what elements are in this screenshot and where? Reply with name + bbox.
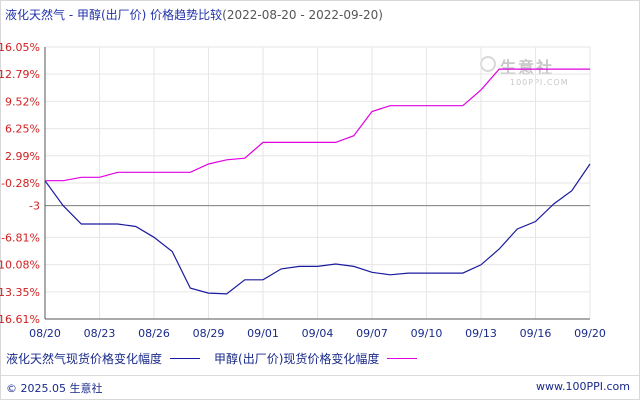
y-tick-label: -0.28% — [1, 177, 40, 190]
x-tick-label: 08/20 — [29, 327, 61, 340]
x-tick-label: 09/04 — [302, 327, 334, 340]
x-tick-label: 09/16 — [520, 327, 552, 340]
x-tick-label: 08/29 — [193, 327, 225, 340]
chart-title-range: (2022-08-20 - 2022-09-20) — [222, 8, 383, 22]
x-tick-label: 09/13 — [465, 327, 497, 340]
footer-link[interactable]: www.100PPI.com — [536, 380, 630, 393]
series-line-lng — [44, 163, 591, 295]
x-tick-label: 09/20 — [574, 327, 606, 340]
y-tick-label: -16.61% — [0, 313, 40, 326]
y-tick-label: -13.35% — [0, 286, 40, 299]
x-tick-label: 08/23 — [84, 327, 116, 340]
legend-label-lng: 液化天然气现货价格变化幅度 — [6, 352, 163, 366]
legend: 液化天然气现货价格变化幅度 甲醇(出厂价)现货价格变化幅度 — [6, 350, 431, 367]
y-tick-label: 6.25% — [5, 123, 40, 136]
footer-divider — [1, 375, 639, 376]
y-tick-label: -3 — [29, 200, 40, 213]
y-tick-label: 12.79% — [0, 68, 40, 81]
y-tick-label: 2.99% — [5, 150, 40, 163]
x-tick-label: 09/01 — [247, 327, 279, 340]
watermark-main: 生意社 — [500, 58, 555, 77]
legend-label-methanol: 甲醇(出厂价)现货价格变化幅度 — [214, 352, 380, 366]
watermark-sub: 100PPI.COM — [510, 78, 569, 87]
x-tick-label: 09/07 — [356, 327, 388, 340]
y-tick-label: 16.05% — [0, 41, 40, 54]
y-tick-label: -10.08% — [0, 259, 40, 272]
y-tick-label: 9.52% — [5, 95, 40, 108]
legend-swatch-methanol — [387, 358, 418, 359]
legend-swatch-lng — [170, 358, 201, 359]
legend-item-lng: 液化天然气现货价格变化幅度 — [6, 350, 201, 367]
series-line-methanol — [45, 68, 590, 182]
footer-copyright: © 2025.05 生意社 — [6, 382, 103, 395]
x-tick-label: 08/26 — [138, 327, 170, 340]
chart-title-main: 液化天然气 - 甲醇(出厂价) 价格趋势比较 — [5, 8, 223, 22]
y-tick-label: -6.81% — [1, 231, 40, 244]
chart-title: 液化天然气 - 甲醇(出厂价) 价格趋势比较(2022-08-20 - 2022… — [5, 6, 383, 23]
legend-item-methanol: 甲醇(出厂价)现货价格变化幅度 — [214, 350, 418, 367]
x-tick-label: 09/10 — [411, 327, 443, 340]
